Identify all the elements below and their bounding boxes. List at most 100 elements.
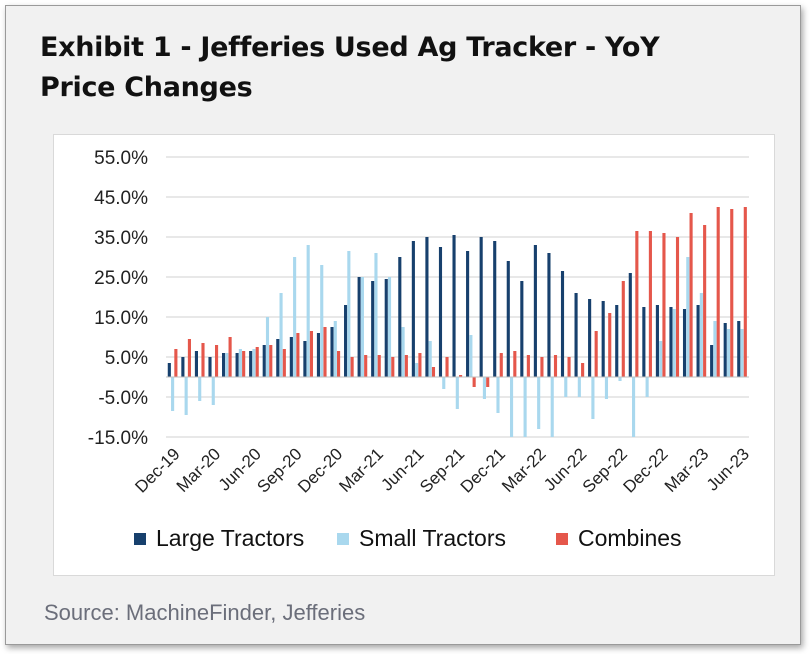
y-tick-label: 5.0% bbox=[105, 348, 148, 369]
bar-small-tractors bbox=[279, 293, 283, 377]
legend: Large Tractors Small Tractors Combines bbox=[134, 525, 682, 551]
bar-small-tractors bbox=[184, 377, 188, 415]
bar-combines bbox=[445, 357, 449, 377]
exhibit-frame: Exhibit 1 - Jefferies Used Ag Tracker - … bbox=[5, 5, 801, 645]
bar-large-tractors bbox=[479, 237, 483, 377]
bar-small-tractors bbox=[238, 349, 242, 377]
bar-combines bbox=[730, 209, 734, 377]
y-tick-label: 35.0% bbox=[94, 228, 148, 249]
bar-small-tractors bbox=[591, 377, 595, 419]
bar-small-tractors bbox=[374, 253, 378, 377]
bar-combines bbox=[567, 357, 571, 377]
bar-small-tractors bbox=[523, 377, 527, 437]
bar-combines bbox=[404, 355, 408, 377]
bar-small-tractors bbox=[482, 377, 486, 399]
bar-large-tractors bbox=[411, 241, 415, 377]
bar-combines bbox=[608, 313, 612, 377]
bar-large-tractors bbox=[574, 293, 578, 377]
bar-large-tractors bbox=[438, 247, 443, 377]
bar-small-tractors bbox=[604, 377, 609, 399]
bar-combines bbox=[716, 207, 720, 377]
bar-large-tractors bbox=[723, 323, 727, 377]
bar-small-tractors bbox=[211, 377, 215, 405]
bar-combines bbox=[296, 333, 300, 377]
x-tick-label: Mar-22 bbox=[498, 444, 550, 496]
bar-large-tractors bbox=[560, 271, 565, 377]
legend-label: Small Tractors bbox=[359, 525, 506, 551]
bar-small-tractors bbox=[293, 257, 297, 377]
bar-combines bbox=[459, 375, 463, 377]
legend-swatch bbox=[337, 533, 349, 545]
bar-large-tractors bbox=[710, 345, 714, 377]
bar-combines bbox=[689, 213, 693, 377]
bar-small-tractors bbox=[659, 341, 663, 377]
bar-large-tractors bbox=[425, 237, 429, 377]
bar-small-tractors bbox=[537, 377, 541, 429]
bar-combines bbox=[553, 355, 558, 377]
title-line-2: Price Changes bbox=[40, 72, 253, 103]
bar-large-tractors bbox=[384, 279, 388, 377]
bar-small-tractors bbox=[672, 309, 676, 377]
bar-large-tractors bbox=[506, 261, 510, 377]
bar-large-tractors bbox=[330, 327, 334, 377]
x-tick-label: Sep-21 bbox=[416, 444, 468, 496]
bar-large-tractors bbox=[316, 333, 321, 377]
y-tick-label: 55.0% bbox=[94, 148, 148, 169]
bar-combines bbox=[526, 355, 530, 377]
bar-large-tractors bbox=[642, 307, 646, 377]
bar-large-tractors bbox=[628, 273, 632, 377]
bar-combines bbox=[337, 351, 341, 377]
bar-small-tractors bbox=[360, 277, 364, 377]
bar-combines bbox=[242, 351, 246, 377]
y-tick-label: 25.0% bbox=[94, 268, 148, 289]
bar-combines bbox=[581, 363, 585, 377]
x-tick-label: Dec-22 bbox=[620, 444, 672, 496]
bar-combines bbox=[472, 377, 476, 387]
bar-large-tractors bbox=[371, 281, 375, 377]
bar-small-tractors bbox=[252, 349, 256, 377]
y-axis: 55.0% 45.0% 35.0% 25.0% 15.0% 5.0% -5.0% -15.0% bbox=[88, 148, 148, 449]
bar-large-tractors bbox=[289, 337, 293, 377]
bar-large-tractors bbox=[533, 245, 537, 377]
bar-small-tractors bbox=[645, 377, 649, 397]
x-tick-label: Sep-22 bbox=[579, 444, 631, 496]
bar-small-tractors bbox=[564, 377, 568, 397]
bar-small-tractors bbox=[442, 377, 446, 389]
bar-combines bbox=[703, 225, 707, 377]
bar-large-tractors bbox=[682, 309, 687, 377]
x-tick-label: Dec-21 bbox=[457, 444, 509, 496]
bar-combines bbox=[621, 281, 625, 377]
bar-small-tractors bbox=[320, 265, 324, 377]
bar-small-tractors bbox=[306, 245, 310, 377]
legend-label: Combines bbox=[578, 525, 682, 551]
x-tick-label: Sep-20 bbox=[253, 444, 305, 496]
bar-combines bbox=[228, 337, 232, 377]
bar-combines bbox=[255, 347, 259, 377]
bar-large-tractors bbox=[588, 299, 592, 377]
bar-combines bbox=[269, 345, 273, 377]
bar-small-tractors bbox=[550, 377, 554, 437]
bar-combines bbox=[635, 231, 639, 377]
bar-combines bbox=[594, 331, 598, 377]
y-tick-label: 45.0% bbox=[94, 188, 148, 209]
bar-small-tractors bbox=[577, 377, 581, 397]
bar-chart: 55.0% 45.0% 35.0% 25.0% 15.0% 5.0% -5.0% -15.0%… bbox=[88, 148, 753, 551]
bar-large-tractors bbox=[655, 305, 659, 377]
x-tick-label: Dec-19 bbox=[131, 444, 183, 496]
bar-large-tractors bbox=[669, 307, 673, 377]
bar-large-tractors bbox=[601, 301, 605, 377]
y-tick-label: -15.0% bbox=[88, 428, 148, 449]
y-tick-label: -5.0% bbox=[98, 388, 148, 409]
chart-area: 55.0% 45.0% 35.0% 25.0% 15.0% 5.0% -5.0% -15.0%… bbox=[53, 134, 775, 576]
bar-small-tractors bbox=[171, 377, 175, 411]
bar-small-tractors bbox=[347, 251, 351, 377]
y-tick-label: 15.0% bbox=[94, 308, 148, 329]
bar-large-tractors bbox=[466, 251, 470, 377]
bar-combines bbox=[418, 353, 422, 377]
bar-small-tractors bbox=[618, 377, 622, 381]
bar-small-tractors bbox=[509, 377, 514, 437]
bar-large-tractors bbox=[357, 277, 361, 377]
title-line-1: Exhibit 1 - Jefferies Used Ag Tracker - … bbox=[40, 32, 660, 63]
bar-combines bbox=[187, 339, 191, 377]
bar-small-tractors bbox=[496, 377, 500, 413]
